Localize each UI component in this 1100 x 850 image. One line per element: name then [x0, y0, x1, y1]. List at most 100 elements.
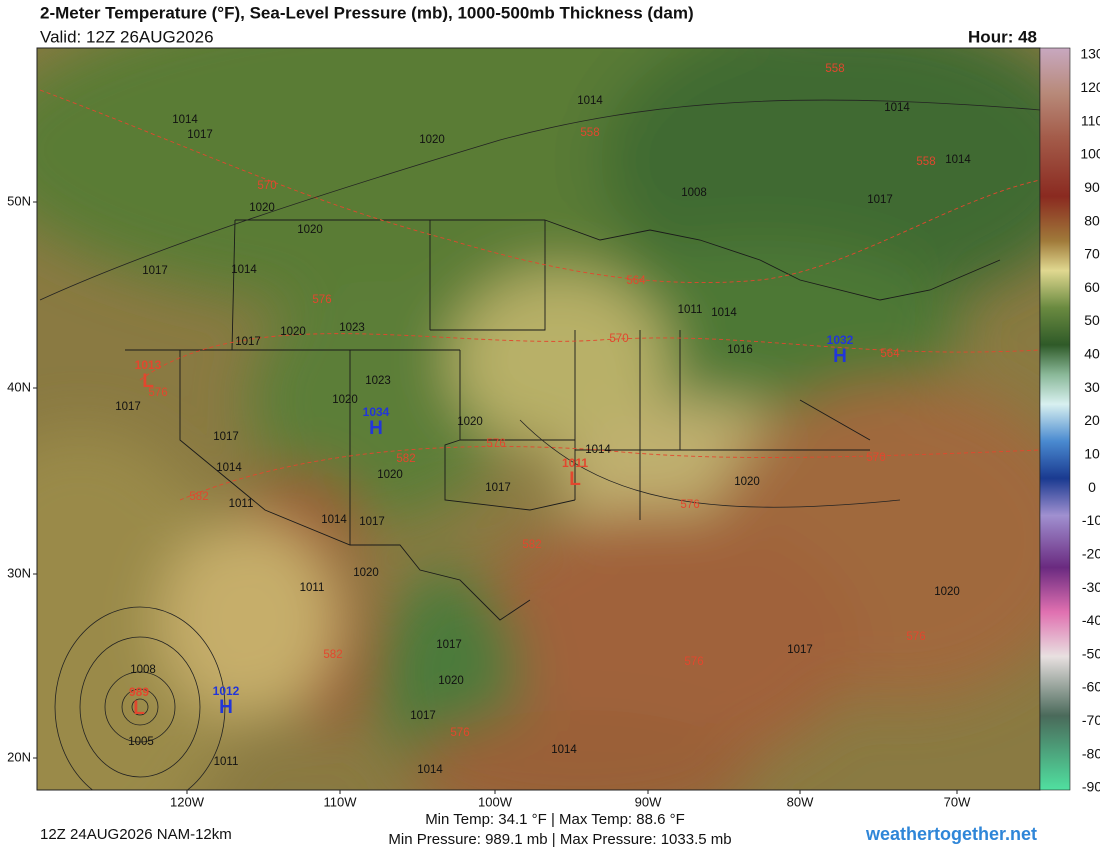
thickness-label: 558 [825, 63, 844, 75]
isobar-label: 1011 [214, 756, 239, 768]
isobar-label: 1011 [300, 582, 325, 594]
colorbar-label: 90 [1084, 179, 1100, 195]
isobar-label: 1014 [585, 444, 611, 456]
isobar-label: 1014 [577, 95, 603, 107]
lon-label: 80W [787, 794, 814, 809]
thickness-label: 576 [906, 631, 925, 643]
colorbar-label: 10 [1084, 446, 1100, 462]
isobar-label: 1017 [867, 194, 893, 206]
lat-label: 20N [7, 749, 31, 764]
pressure-extremes: Min Pressure: 989.1 mb | Max Pressure: 1… [388, 831, 731, 848]
isobar-label: 1020 [249, 202, 275, 214]
isobar-label: 1017 [787, 644, 813, 656]
high-center-value: 1032 [827, 333, 854, 347]
lon-label: 70W [944, 794, 971, 809]
isobar-label: 1014 [231, 264, 257, 276]
isobar-label: 1017 [213, 431, 239, 443]
isobar-label: 1014 [711, 307, 737, 319]
colorbar [1039, 47, 1071, 791]
isobar-label: 1014 [551, 744, 577, 756]
model-run: 12Z 24AUG2026 NAM-12km [40, 826, 232, 843]
low-center-value: 1011 [562, 456, 588, 470]
isobar-label: 1017 [436, 639, 462, 651]
colorbar-label: -90 [1082, 779, 1100, 795]
thickness-label: 576 [486, 438, 505, 450]
low-center-value: 1013 [135, 358, 162, 372]
isobar-label: 1014 [216, 462, 242, 474]
colorbar-label: 20 [1084, 412, 1100, 428]
colorbar-label: 40 [1084, 346, 1100, 362]
thickness-label: 564 [880, 348, 900, 360]
isobar-label: 1020 [377, 469, 403, 481]
isobar-label: 1008 [681, 187, 707, 199]
high-center-letter: H [369, 418, 383, 439]
isobar-label: 1020 [457, 416, 483, 428]
thickness-label: 576 [312, 294, 331, 306]
isobar-label: 1017 [115, 401, 141, 413]
isobar-label: 1016 [727, 344, 753, 356]
colorbar-label: -40 [1082, 612, 1100, 628]
thickness-label: 582 [522, 539, 541, 551]
isobar-label: 1014 [321, 514, 347, 526]
low-center-letter: L [142, 371, 154, 392]
isobar-label: 1020 [734, 476, 760, 488]
thickness-label: 576 [450, 727, 469, 739]
isobar-label: 1020 [419, 134, 445, 146]
thickness-label: 558 [916, 156, 935, 168]
high-center-value: 1034 [363, 405, 390, 419]
temperature-extremes: Min Temp: 34.1 °F | Max Temp: 88.6 °F [425, 811, 685, 828]
colorbar-label: -80 [1082, 745, 1100, 761]
lon-label: 110W [324, 794, 358, 809]
thickness-label: 564 [626, 275, 646, 287]
isobar-label: 1017 [187, 129, 213, 141]
isobar-label: 1020 [332, 394, 358, 406]
colorbar-label: -70 [1082, 712, 1100, 728]
thickness-label: 570 [257, 180, 276, 192]
colorbar-label: -50 [1082, 645, 1100, 661]
isobar-label: 1017 [142, 265, 168, 277]
lat-label: 50N [7, 193, 31, 208]
colorbar-label: 0 [1088, 479, 1096, 495]
low-center-letter: L [133, 698, 145, 719]
thickness-label: 582 [189, 491, 208, 503]
colorbar-label: 100 [1080, 146, 1100, 162]
isobar-label: 1011 [229, 498, 254, 510]
thickness-label: 576 [684, 656, 703, 668]
forecast-hour: Hour: 48 [968, 27, 1037, 46]
low-center-value: 989 [129, 685, 149, 699]
isobar-label: 1017 [410, 710, 436, 722]
isobar-label: 1008 [130, 664, 156, 676]
isobar-label: 1014 [945, 154, 971, 166]
isobar-label: 1020 [934, 586, 960, 598]
site-link[interactable]: weathertogether.net [865, 824, 1037, 844]
isobar-label: 1017 [485, 482, 511, 494]
thickness-label: 582 [396, 453, 415, 465]
isobar-label: 1020 [438, 675, 464, 687]
colorbar-label: -30 [1082, 579, 1100, 595]
isobar-label: 1017 [235, 336, 261, 348]
high-center-value: 1012 [213, 684, 240, 698]
map-title: 2-Meter Temperature (°F), Sea-Level Pres… [40, 3, 694, 22]
thickness-label: 582 [323, 649, 342, 661]
colorbar-label: -20 [1082, 545, 1100, 561]
isobar-label: 1017 [359, 516, 385, 528]
thickness-label: 570 [866, 452, 885, 464]
isobar-label: 1020 [297, 224, 323, 236]
colorbar-label: 80 [1084, 212, 1100, 228]
isobar-label: 1014 [417, 764, 443, 776]
lon-label: 90W [635, 794, 662, 809]
isobar-label: 1014 [884, 102, 910, 114]
valid-time: Valid: 12Z 26AUG2026 [40, 27, 214, 46]
colorbar-label: 110 [1081, 112, 1100, 128]
isobar-label: 1023 [365, 375, 391, 387]
high-center-letter: H [833, 346, 847, 367]
isobar-label: 1005 [128, 736, 154, 748]
isobar-label: 1014 [172, 114, 198, 126]
boundaries [125, 219, 1001, 621]
isobar-label: 1023 [339, 322, 365, 334]
thickness-label: 558 [580, 127, 599, 139]
lat-label: 30N [7, 565, 31, 580]
colorbar-label: -60 [1082, 679, 1100, 695]
